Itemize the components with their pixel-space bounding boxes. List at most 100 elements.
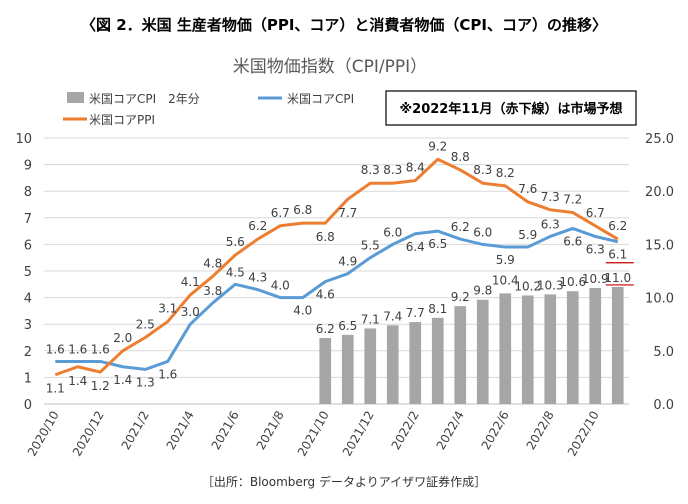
- cpi-data-label: 5.9: [496, 253, 515, 267]
- ppi-data-label: 6.7: [586, 206, 605, 220]
- bar: [409, 322, 422, 404]
- ppi-data-label: 5.6: [226, 235, 245, 249]
- cpi-data-label: 4.3: [248, 271, 267, 285]
- y-left-tick-label: 7: [24, 212, 32, 227]
- cpi-data-label: 1.6: [91, 342, 110, 356]
- ppi-data-label: 3.1: [158, 302, 177, 316]
- figure-title: 〈図 2．米国 生産者物価（PPI、コア）と消費者物価（CPI、コア）の推移〉: [81, 16, 607, 34]
- cpi-data-label: 6.2: [451, 220, 470, 234]
- y-left-tick-label: 4: [24, 292, 32, 307]
- legend-label-bar: 米国コアCPI 2年分: [89, 92, 200, 106]
- y-left-tick-label: 1: [24, 371, 32, 386]
- bar-data-label: 9.8: [473, 284, 492, 298]
- bar: [319, 338, 332, 404]
- bar: [566, 291, 579, 404]
- cpi-data-label: 6.6: [563, 234, 582, 248]
- x-tick-label: 2020/12: [70, 409, 107, 459]
- x-axis-ticks: 2020/10 2020/12 2021/2 2021/4 2021/6 2021/8 20…: [25, 409, 602, 459]
- y-left-tick-label: 6: [24, 238, 32, 253]
- cpi-data-label: 4.9: [338, 255, 357, 269]
- right-axis-ticks: 0.0 5.0 10.0 15.0 20.0 25.0: [645, 132, 674, 413]
- chart-title: 米国物価指数（CPI/PPI）: [233, 57, 427, 77]
- ppi-data-label: 7.2: [563, 192, 582, 206]
- y-right-tick-label: 5.0: [653, 345, 674, 360]
- y-left-tick-label: 2: [24, 345, 32, 360]
- bar: [454, 306, 467, 404]
- y-left-tick-label: 0: [24, 398, 32, 413]
- bar-data-label: 7.1: [361, 312, 380, 326]
- cpi-data-label: 4.5: [226, 265, 245, 279]
- bar-data-label: 8.1: [428, 302, 447, 316]
- ppi-data-label: 2.0: [113, 331, 132, 345]
- bar: [521, 295, 534, 404]
- bar-data-label: 10.2: [514, 279, 541, 293]
- cpi-data-label: 3.0: [181, 305, 200, 319]
- forecast-note: ※2022年11月（赤下線）は市場予想: [400, 101, 623, 117]
- gridlines: [44, 137, 629, 405]
- source-note: ［出所：Bloomberg データよりアイザワ証券作成］: [202, 474, 486, 489]
- bar-data-label: 10.4: [492, 273, 519, 287]
- x-tick-label: 2022/10: [565, 409, 602, 459]
- y-right-tick-label: 25.0: [645, 132, 674, 147]
- cpi-data-label: 1.6: [46, 342, 65, 356]
- bar: [364, 328, 377, 404]
- bar-data-label: 11.0: [604, 271, 631, 285]
- cpi-data-label: 3.8: [203, 284, 222, 298]
- ppi-data-label: 6.8: [293, 203, 312, 217]
- ppi-data-label: 9.2: [428, 139, 447, 153]
- ppi-data-label: 7.3: [541, 190, 560, 204]
- left-axis-ticks: 0 1 2 3 4 5 6 7 8 9 10: [15, 132, 32, 413]
- x-tick-label: 2021/12: [340, 409, 377, 459]
- bar-data-label: 6.2: [316, 322, 335, 336]
- ppi-data-label: 2.5: [136, 318, 155, 332]
- line-series: [54, 157, 619, 377]
- bar: [341, 334, 354, 404]
- bar-data-label: 7.4: [383, 309, 402, 323]
- bar: [476, 299, 489, 404]
- cpi-data-label: 6.5: [428, 237, 447, 251]
- y-right-tick-label: 20.0: [645, 185, 674, 200]
- cpi-data-label: 1.4: [113, 373, 132, 387]
- note-box: ※2022年11月（赤下線）は市場予想: [385, 90, 637, 126]
- cpi-data-label: 4.0: [271, 279, 290, 293]
- y-right-tick-label: 0.0: [653, 398, 674, 413]
- y-left-tick-label: 9: [24, 159, 32, 174]
- x-tick-label: 2022/4: [434, 409, 467, 453]
- legend-swatch-bar: [67, 92, 84, 103]
- ppi-data-label: 8.3: [361, 163, 380, 177]
- ppi-data-label: 6.8: [316, 230, 335, 244]
- y-left-tick-label: 3: [24, 318, 32, 333]
- x-tick-label: 2022/2: [389, 409, 422, 453]
- legend-label-cpi: 米国コアCPI: [287, 92, 354, 106]
- ppi-data-label: 8.4: [406, 161, 425, 175]
- bar-data-label: 10.6: [559, 275, 586, 289]
- x-tick-label: 2020/10: [25, 409, 62, 459]
- bar-data-label: 6.5: [338, 319, 357, 333]
- ppi-data-label: 4.1: [181, 275, 200, 289]
- x-tick-label: 2021/10: [295, 409, 332, 459]
- bar-data-label: 9.2: [451, 290, 470, 304]
- ppi-data-label: 7.6: [518, 182, 537, 196]
- legend: 米国コアCPI 2年分 米国コアCPI 米国コアPPI: [63, 92, 354, 127]
- x-tick-label: 2021/4: [164, 409, 197, 453]
- ppi-data-label: 4.8: [203, 256, 222, 270]
- ppi-data-label: 7.7: [338, 206, 357, 220]
- cpi-line: [55, 226, 619, 371]
- x-tick-label: 2021/8: [254, 409, 287, 453]
- ppi-data-label: 6.2: [608, 219, 627, 233]
- data-labels: 6.2 6.5 7.1 7.4 7.7 8.19.2 9.810.410.210.310.6…: [46, 139, 634, 396]
- bar-series-cpi-2yr: [319, 286, 624, 404]
- ppi-data-label: 6.2: [248, 219, 267, 233]
- cpi-data-label: 6.3: [586, 242, 605, 256]
- ppi-data-label: 1.1: [46, 382, 65, 396]
- cpi-data-label: 6.1: [608, 248, 627, 262]
- bar: [544, 294, 557, 404]
- ppi-data-label: 6.7: [271, 206, 290, 220]
- bar-data-label: 10.9: [582, 272, 609, 286]
- x-tick-label: 2022/8: [524, 409, 557, 453]
- bar: [611, 286, 624, 404]
- ppi-data-label: 8.3: [383, 163, 402, 177]
- bar: [386, 325, 399, 404]
- y-right-tick-label: 10.0: [645, 292, 674, 307]
